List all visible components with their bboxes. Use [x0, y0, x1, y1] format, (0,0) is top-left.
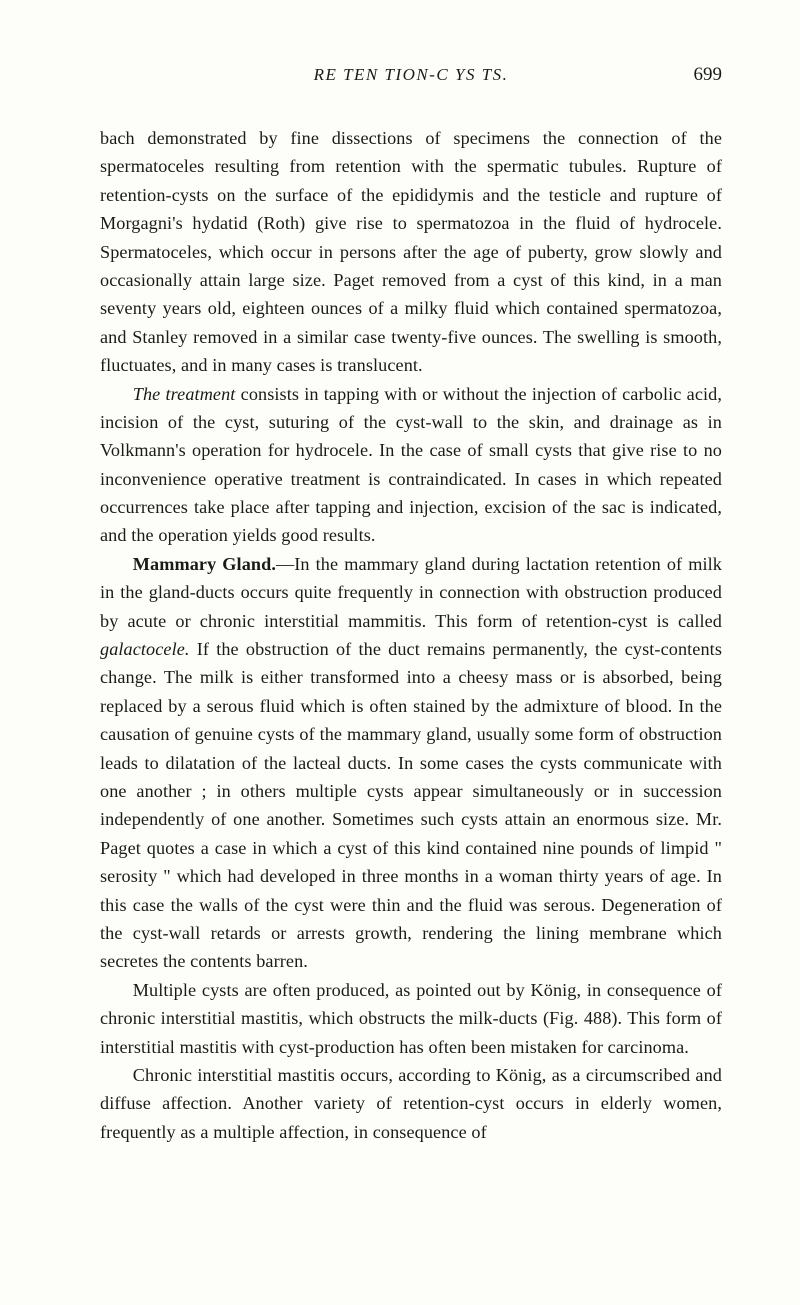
page-number: 699: [515, 64, 722, 86]
document-page: RE TEN TION-C YS TS. 699 bach demonstrat…: [0, 0, 800, 1305]
paragraph-2-lead-italic: The treatment: [133, 384, 236, 404]
body-text: bach demonstrated by fine dissections of…: [100, 124, 722, 1146]
paragraph-4: Multiple cysts are often produced, as po…: [100, 976, 722, 1061]
term-galactocele: galactocele.: [100, 639, 190, 659]
running-title: RE TEN TION-C YS TS.: [307, 65, 514, 85]
paragraph-1: bach demonstrated by fine dissections of…: [100, 124, 722, 380]
paragraph-5: Chronic interstitial mastitis occurs, ac…: [100, 1061, 722, 1146]
section-heading-mammary-gland: Mammary Gland.: [133, 554, 276, 574]
paragraph-2-rest: consists in tapping with or without the …: [100, 384, 722, 546]
paragraph-3-tail: If the obstruction of the duct remains p…: [100, 639, 722, 971]
running-head: RE TEN TION-C YS TS. 699: [100, 64, 722, 86]
paragraph-3: Mammary Gland.—In the mammary gland duri…: [100, 550, 722, 976]
paragraph-2: The treatment consists in tapping with o…: [100, 380, 722, 550]
